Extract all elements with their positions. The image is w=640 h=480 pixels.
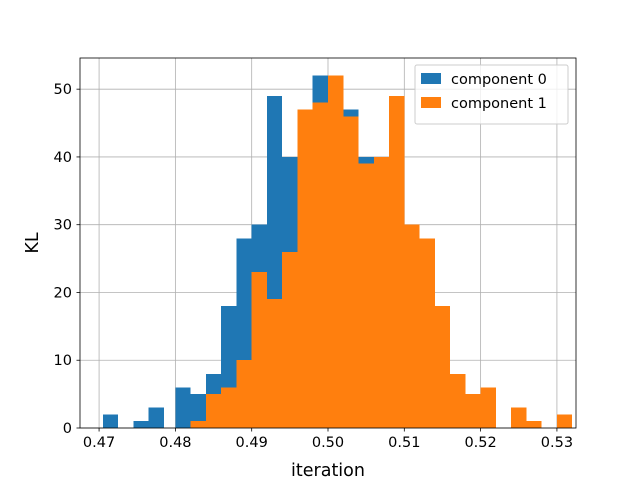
- bar-component-1-2: [221, 387, 237, 428]
- legend-swatch-component-1: [421, 97, 441, 108]
- bar-component-1-6: [282, 251, 298, 428]
- bar-component-1-19: [480, 387, 496, 428]
- bar-component-1-8: [312, 102, 328, 428]
- bar-component-1-9: [328, 75, 344, 428]
- bar-component-0-3: [175, 387, 191, 428]
- bar-component-1-22: [556, 414, 573, 428]
- x-tick-label-6: 0.53: [541, 435, 573, 451]
- bar-component-1-18: [465, 394, 481, 428]
- y-tick-label-3: 30: [54, 218, 72, 234]
- legend-label-component-0: component 0: [451, 72, 547, 88]
- legend: component 0 component 1: [414, 64, 569, 125]
- bar-component-1-21: [526, 421, 542, 428]
- bar-component-1-0: [190, 421, 206, 428]
- bar-component-1-12: [373, 156, 390, 428]
- bar-component-1-20: [511, 407, 527, 428]
- bar-component-1-1: [205, 394, 222, 428]
- bar-component-1-4: [251, 272, 267, 428]
- bar-component-0-4: [190, 394, 206, 428]
- x-tick-label-4: 0.51: [388, 435, 420, 451]
- x-tick-label-1: 0.48: [159, 435, 191, 451]
- bar-component-0-2: [148, 407, 164, 428]
- y-tick-label-0: 0: [63, 421, 72, 437]
- y-tick-label-4: 40: [54, 150, 72, 166]
- histogram-bars: [102, 75, 573, 429]
- x-tick-label-0: 0.47: [83, 435, 115, 451]
- x-axis-label: iteration: [291, 461, 365, 480]
- legend-swatch-component-0: [421, 73, 441, 84]
- bar-component-1-15: [419, 238, 435, 428]
- x-tick-label-2: 0.49: [236, 435, 268, 451]
- x-axis-ticks: 0.47 0.48 0.49 0.50 0.51 0.52 0.53: [83, 428, 573, 451]
- bar-component-1-16: [434, 306, 451, 428]
- bar-component-1-5: [266, 299, 283, 428]
- bar-component-1-17: [450, 373, 466, 428]
- x-tick-label-3: 0.50: [312, 435, 344, 451]
- x-tick-label-5: 0.52: [464, 435, 496, 451]
- bar-component-1-13: [389, 95, 405, 428]
- y-tick-label-5: 50: [54, 82, 72, 98]
- y-tick-label-1: 10: [54, 353, 72, 369]
- bar-component-1-3: [236, 360, 252, 428]
- bar-component-1-7: [297, 109, 313, 428]
- bar-component-1-10: [343, 116, 359, 429]
- y-tick-label-2: 20: [54, 285, 72, 301]
- y-axis-ticks: 0 10 20 30 40 50: [54, 82, 80, 437]
- bar-component-1-14: [404, 224, 420, 428]
- y-axis-label: KL: [23, 232, 43, 253]
- legend-label-component-1: component 1: [451, 96, 547, 112]
- legend-box: [414, 64, 569, 125]
- bar-component-0-1: [133, 421, 149, 428]
- bar-component-1-11: [358, 163, 374, 428]
- bar-component-0-0: [102, 414, 119, 428]
